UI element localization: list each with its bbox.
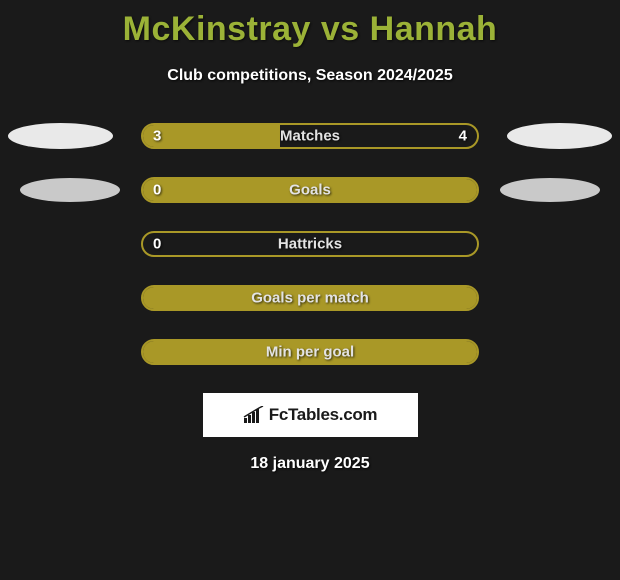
stat-row-min-per-goal: Min per goal xyxy=(0,339,620,365)
player-left-avatar xyxy=(8,123,113,149)
brand-text: FcTables.com xyxy=(269,405,378,425)
stat-row-hattricks: 0 Hattricks xyxy=(0,231,620,257)
stat-label: Hattricks xyxy=(278,236,342,253)
stat-label: Goals per match xyxy=(251,290,369,307)
stat-label: Min per goal xyxy=(266,344,354,361)
page-title: McKinstray vs Hannah xyxy=(0,0,620,49)
stat-row-goals: 0 Goals xyxy=(0,177,620,203)
bar-track: Min per goal xyxy=(141,339,479,365)
player-right-avatar xyxy=(507,123,612,149)
bar-track: 0 Hattricks xyxy=(141,231,479,257)
left-value: 0 xyxy=(153,182,161,199)
bar-track: Goals per match xyxy=(141,285,479,311)
subtitle: Club competitions, Season 2024/2025 xyxy=(0,67,620,85)
left-value: 3 xyxy=(153,128,161,145)
footer-date: 18 january 2025 xyxy=(0,455,620,473)
stat-label: Goals xyxy=(289,182,331,199)
player-left-avatar xyxy=(20,178,120,202)
bars-growth-icon xyxy=(243,406,265,429)
left-value: 0 xyxy=(153,236,161,253)
stat-row-goals-per-match: Goals per match xyxy=(0,285,620,311)
stat-row-matches: 3 Matches 4 xyxy=(0,123,620,149)
stat-label: Matches xyxy=(280,128,340,145)
bar-fill-left xyxy=(143,125,280,147)
brand-badge: FcTables.com xyxy=(203,393,418,437)
bar-track: 3 Matches 4 xyxy=(141,123,479,149)
comparison-chart: 3 Matches 4 0 Goals 0 Hattricks Goals pe… xyxy=(0,123,620,365)
right-value: 4 xyxy=(459,128,467,145)
bar-track: 0 Goals xyxy=(141,177,479,203)
player-right-avatar xyxy=(500,178,600,202)
